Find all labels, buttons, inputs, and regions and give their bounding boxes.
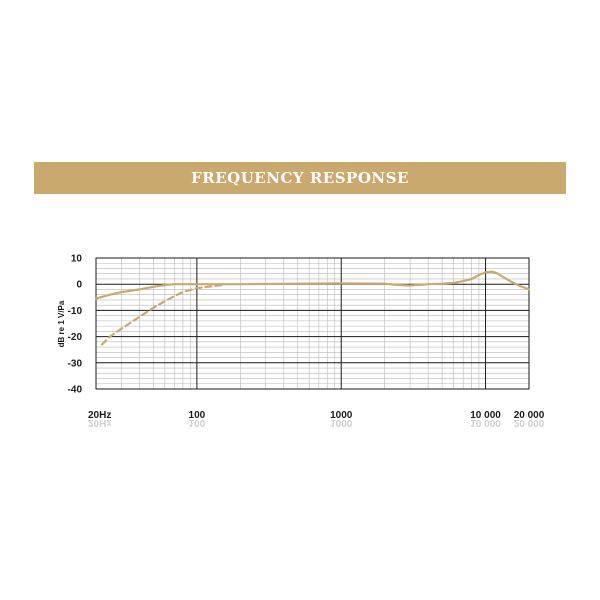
series-line-dashed [100, 283, 224, 346]
y-axis-label: dB re 1 V/Pa [57, 300, 66, 347]
y-tick-label: -10 [68, 306, 83, 317]
series-line-solid [94, 270, 531, 300]
x-tick-label-reflection: 100 [189, 417, 206, 428]
grid-minor-lines [96, 258, 529, 389]
series-group [94, 270, 531, 346]
x-tick-label-reflection: 10 000 [470, 417, 501, 428]
x-tick-label: 100 [189, 410, 206, 421]
x-tick-label: 1000 [330, 410, 353, 421]
x-tick-label: 10 000 [470, 410, 501, 421]
y-tick-label: -30 [68, 358, 83, 369]
plot-frame [95, 257, 530, 390]
y-tick-label: -40 [68, 385, 83, 396]
chart-title: FREQUENCY RESPONSE [191, 169, 409, 187]
y-tick-label: 10 [71, 254, 83, 265]
x-tick-label-reflection: 20 000 [514, 417, 545, 428]
chart-title-banner: FREQUENCY RESPONSE [34, 162, 566, 194]
y-axis-ticks: 10 0 -10 -20 -30 -40 [68, 254, 83, 396]
x-tick-label: 20Hz [88, 410, 111, 421]
y-tick-label: -20 [68, 332, 83, 343]
x-tick-label: 20 000 [514, 410, 545, 421]
y-tick-label: 0 [76, 280, 82, 291]
x-tick-label-reflection: 20Hz [88, 417, 111, 428]
x-tick-label-reflection: 1000 [330, 417, 353, 428]
grid-major-lines [96, 257, 529, 390]
